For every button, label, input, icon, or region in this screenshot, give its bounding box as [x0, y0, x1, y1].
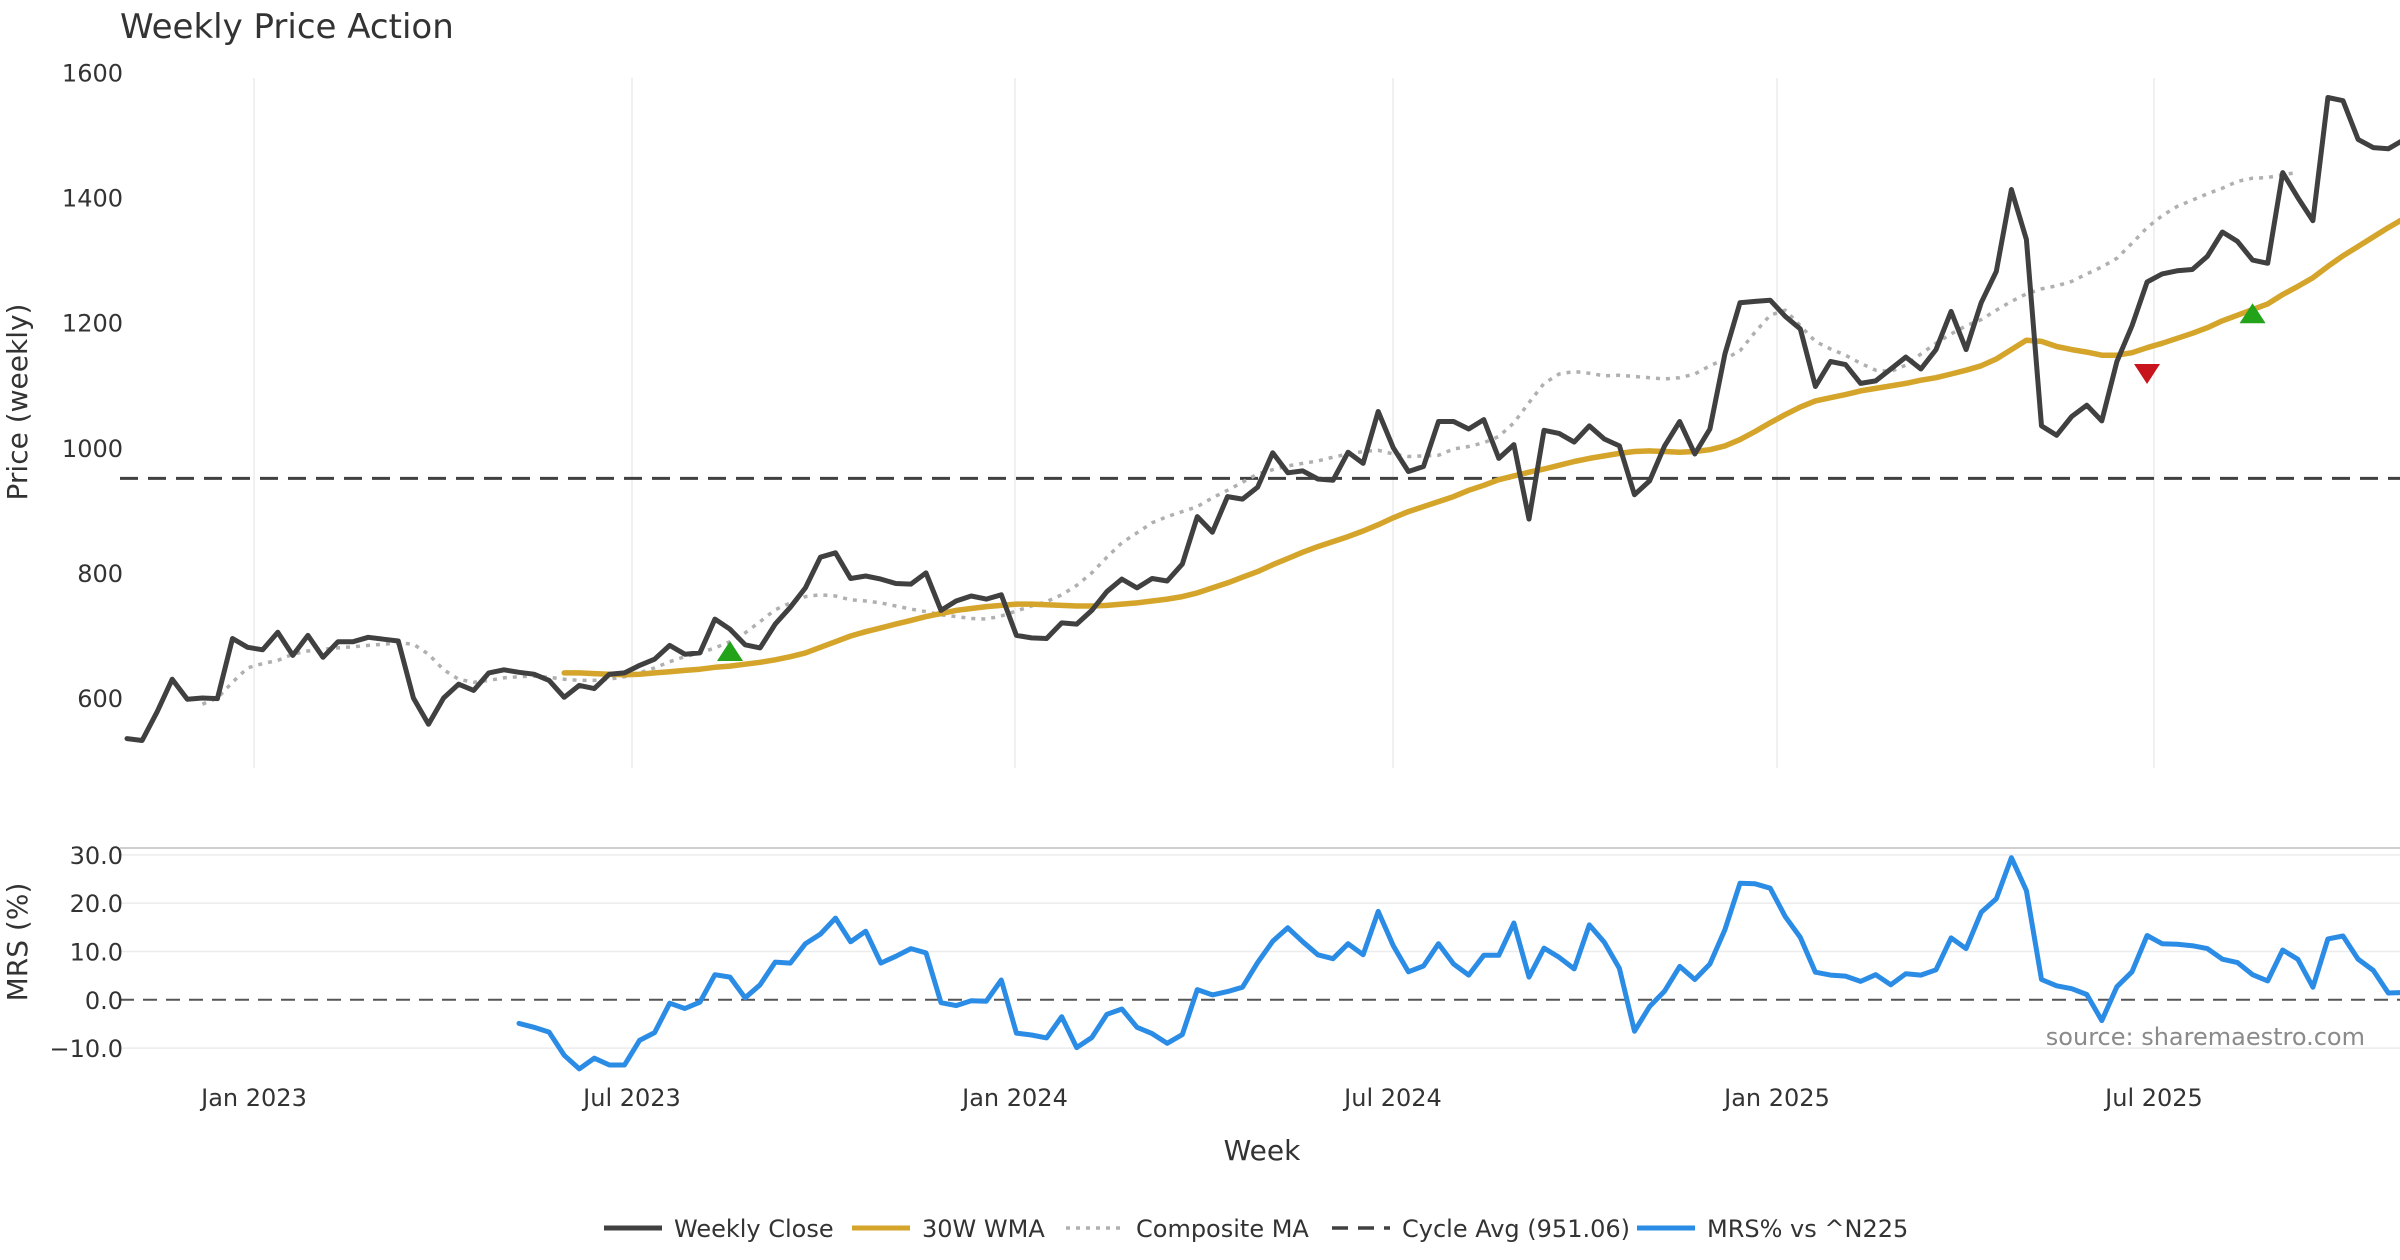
price-series-group	[120, 95, 2400, 743]
series-mrs-vs-n225	[516, 855, 2400, 1072]
mrs-y-tick-1: 20.0	[70, 890, 123, 918]
x-tick-0: Jan 2023	[199, 1084, 307, 1112]
sell-signal-marker-1	[2134, 363, 2161, 384]
price-y-tick-2: 1000	[62, 435, 123, 463]
mrs-y-tick-2: 10.0	[70, 938, 123, 966]
x-axis-label: Week	[1224, 1134, 1301, 1167]
buy-signal-marker-0	[717, 641, 743, 662]
mrs-y-tick-4: −10.0	[49, 1035, 123, 1063]
chart-title: Weekly Price Action	[120, 7, 454, 47]
legend-entry-1: 30W WMA	[852, 1215, 1045, 1243]
source-note: source: sharemaestro.com	[2046, 1023, 2365, 1051]
mrs-y-tick-0: 30.0	[70, 842, 123, 870]
x-tick-3: Jul 2024	[1342, 1084, 1442, 1112]
mrs-y-axis-label: MRS (%)	[1, 883, 34, 1002]
series-30w-wma	[561, 217, 2400, 678]
price-y-ticks: 600 800 1000 1200 1400 1600	[62, 60, 123, 713]
legend-entry-0: Weekly Close	[604, 1215, 834, 1243]
price-y-axis-label: Price (weekly)	[1, 304, 34, 501]
price-grid	[253, 78, 2155, 768]
legend: Weekly Close 30W WMA Composite MA Cycle Avg…	[604, 1215, 1908, 1243]
mrs-y-tick-3: 0.0	[85, 987, 123, 1015]
signal-markers	[717, 303, 2266, 662]
legend-label-0: Weekly Close	[674, 1215, 834, 1243]
x-tick-1: Jul 2023	[581, 1084, 681, 1112]
legend-label-1: 30W WMA	[922, 1215, 1045, 1243]
price-y-tick-0: 600	[77, 685, 123, 713]
legend-label-3: Cycle Avg (951.06)	[1402, 1215, 1630, 1243]
legend-entry-2: Composite MA	[1066, 1215, 1309, 1243]
buy-signal-marker-2	[2239, 303, 2266, 324]
mrs-y-ticks: 30.0 20.0 10.0 0.0 −10.0	[49, 842, 123, 1063]
legend-entry-4: MRS% vs ^N225	[1637, 1215, 1908, 1243]
x-tick-2: Jan 2024	[960, 1084, 1068, 1112]
legend-entry-3: Cycle Avg (951.06)	[1332, 1215, 1630, 1243]
x-tick-4: Jan 2025	[1722, 1084, 1830, 1112]
price-y-tick-4: 1400	[62, 185, 123, 213]
series-weekly-close	[124, 95, 2400, 743]
price-y-tick-5: 1600	[62, 60, 123, 88]
mrs-series-group	[516, 855, 2400, 1072]
price-y-tick-1: 800	[77, 560, 123, 588]
legend-label-2: Composite MA	[1136, 1215, 1309, 1243]
series-composite-ma	[201, 170, 2299, 706]
mrs-grid	[120, 847, 2400, 1049]
price-y-tick-3: 1200	[62, 310, 123, 338]
x-tick-5: Jul 2025	[2103, 1084, 2203, 1112]
x-ticks: Jan 2023 Jul 2023 Jan 2024 Jul 2024 Jan 2025…	[199, 1084, 2203, 1112]
legend-label-4: MRS% vs ^N225	[1707, 1215, 1908, 1243]
